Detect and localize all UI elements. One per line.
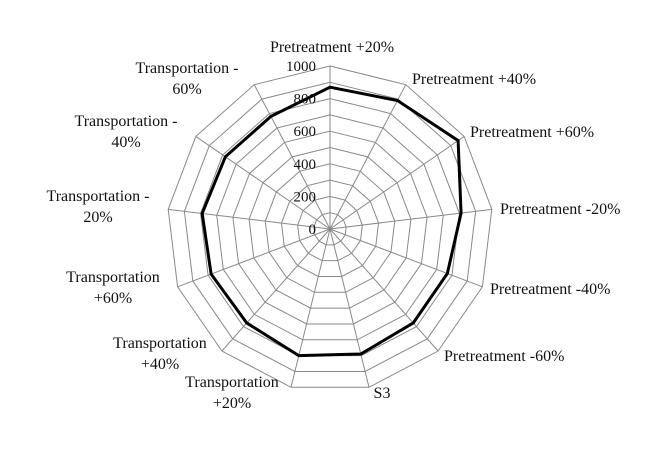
category-label-2: Pretreatment +60% bbox=[470, 124, 594, 141]
tick-label-5: 1000 bbox=[286, 59, 316, 75]
category-label-3: Pretreatment -20% bbox=[500, 201, 620, 218]
series-group bbox=[202, 87, 461, 356]
spoke-4 bbox=[330, 229, 482, 287]
category-label-1: Pretreatment +40% bbox=[412, 71, 536, 88]
grid-group bbox=[168, 66, 492, 387]
category-label-5: Pretreatment -60% bbox=[444, 348, 564, 365]
category-label-9: Transportation+60% bbox=[66, 269, 160, 307]
category-label-11: Transportation -40% bbox=[75, 113, 178, 151]
category-label-12: Transportation -60% bbox=[136, 60, 239, 98]
category-label-7: Transportation+20% bbox=[185, 374, 279, 412]
spoke-5 bbox=[330, 229, 438, 351]
category-label-8: Transportation+40% bbox=[113, 335, 207, 373]
tick-label-2: 400 bbox=[294, 157, 317, 173]
tick-label-1: 200 bbox=[294, 189, 317, 205]
tick-label-3: 600 bbox=[294, 124, 317, 140]
tick-labels: 0 200 400 600 800 1000 bbox=[286, 59, 316, 238]
spoke-1 bbox=[330, 85, 406, 229]
spoke-9 bbox=[178, 229, 330, 287]
tick-label-0: 0 bbox=[309, 222, 317, 238]
category-label-10: Transportation -20% bbox=[47, 188, 150, 226]
category-label-4: Pretreatment -40% bbox=[490, 281, 610, 298]
tick-label-4: 800 bbox=[294, 92, 317, 108]
category-label-6: S3 bbox=[374, 385, 391, 402]
series-line-0 bbox=[202, 87, 461, 355]
category-label-0: Pretreatment +20% bbox=[270, 39, 394, 56]
spoke-8 bbox=[222, 229, 330, 351]
